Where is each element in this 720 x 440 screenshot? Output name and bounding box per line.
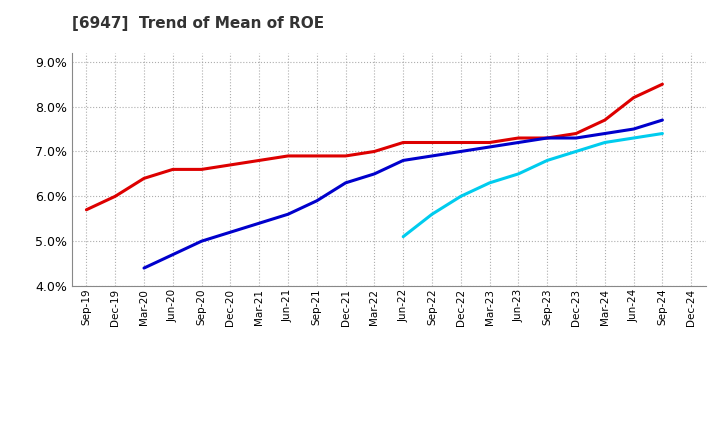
Text: [6947]  Trend of Mean of ROE: [6947] Trend of Mean of ROE (72, 16, 324, 31)
